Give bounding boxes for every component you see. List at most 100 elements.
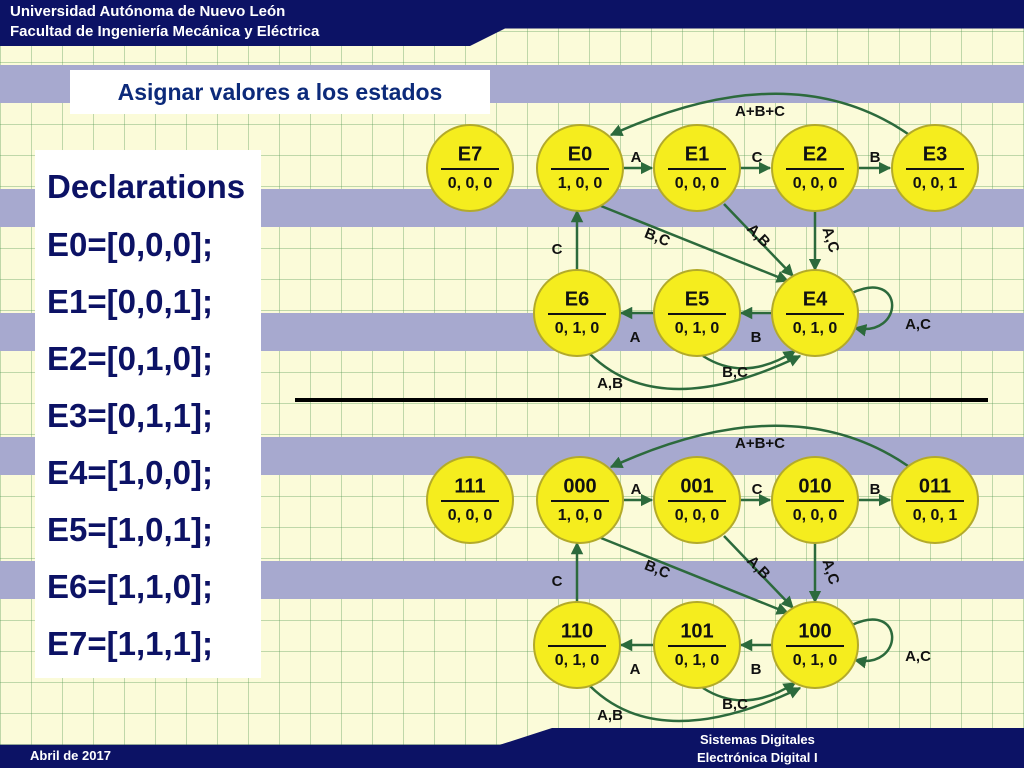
declaration-line: E7=[1,1,1]; xyxy=(47,625,213,662)
state-diagram-2: A+B+C A C B B,C A,B A,C A,C C A B B,C A,B 111 0, 0, 0 0… xyxy=(426,424,979,724)
transition-arrow xyxy=(609,424,909,469)
declaration-line: E3=[0,1,1]; xyxy=(47,397,213,434)
state-output: 1, 0, 0 xyxy=(558,175,603,192)
transition-arrow xyxy=(851,618,894,669)
state-node: E0 1, 0, 0 xyxy=(536,124,624,212)
transition-label: A,B xyxy=(743,552,773,583)
transition-label: A,B xyxy=(597,707,623,724)
state-output: 1, 0, 0 xyxy=(558,507,603,524)
transition-label: A,C xyxy=(905,648,931,665)
state-output: 0, 0, 0 xyxy=(448,507,493,524)
state-node: 000 1, 0, 0 xyxy=(536,456,624,544)
state-node: 100 0, 1, 0 xyxy=(771,601,859,689)
transition-label: A xyxy=(630,661,641,678)
transition-label: A,C xyxy=(818,225,842,255)
state-name: 010 xyxy=(798,475,831,497)
state-node: 001 0, 0, 0 xyxy=(653,456,741,544)
declaration-line: E1=[0,0,1]; xyxy=(47,283,213,320)
state-name: E0 xyxy=(568,143,592,165)
transition-label: B,C xyxy=(722,364,748,381)
state-node: E1 0, 0, 0 xyxy=(653,124,741,212)
transition-label: A,C xyxy=(905,316,931,333)
declarations-heading: Declarations xyxy=(47,168,246,205)
transition-label: A,C xyxy=(818,557,842,587)
transition-label: C xyxy=(752,481,763,498)
state-name: E6 xyxy=(565,288,589,310)
state-name: 111 xyxy=(454,475,485,497)
transition-label: A,B xyxy=(743,220,773,251)
state-output: 0, 0, 0 xyxy=(448,175,493,192)
transition-label: C xyxy=(752,149,763,166)
state-node: 101 0, 1, 0 xyxy=(653,601,741,689)
state-name: E7 xyxy=(458,143,482,165)
declarations-panel: Declarations E0=[0,0,0]; E1=[0,0,1]; E2=… xyxy=(35,150,261,678)
transition-label: B xyxy=(870,149,881,166)
footer-date: Abril de 2017 xyxy=(30,748,111,763)
declaration-line: E5=[1,0,1]; xyxy=(47,511,213,548)
transition-label: B,C xyxy=(642,557,672,583)
footer-course-line2: Electrónica Digital I xyxy=(697,750,818,765)
state-output: 0, 1, 0 xyxy=(675,320,720,337)
transition-arrow xyxy=(589,685,802,723)
transition-arrow xyxy=(609,92,909,137)
transition-label: C xyxy=(552,573,563,590)
state-output: 0, 1, 0 xyxy=(555,320,600,337)
state-name: E1 xyxy=(685,143,709,165)
state-node: 011 0, 0, 1 xyxy=(891,456,979,544)
university-name: Universidad Autónoma de Nuevo León xyxy=(10,3,286,20)
state-node: 111 0, 0, 0 xyxy=(426,456,514,544)
transition-arrow xyxy=(600,536,790,615)
state-node: E4 0, 1, 0 xyxy=(771,269,859,357)
state-output: 0, 1, 0 xyxy=(675,652,720,669)
state-node: E3 0, 0, 1 xyxy=(891,124,979,212)
state-name: 110 xyxy=(561,620,593,642)
state-output: 0, 0, 0 xyxy=(793,175,838,192)
transition-label: A+B+C xyxy=(735,103,785,120)
state-name: 100 xyxy=(798,620,831,642)
state-output: 0, 1, 0 xyxy=(793,320,838,337)
declaration-line: E0=[0,0,0]; xyxy=(47,226,213,263)
transition-arrow xyxy=(723,535,794,609)
state-diagram-1: A+B+C A C B B,C A,B A,C A,C C A B B,C A,B E7 0, 0, 0 E0… xyxy=(426,92,979,392)
transition-label: A xyxy=(630,329,641,346)
transition-label: B xyxy=(751,661,762,678)
transition-arrow xyxy=(702,349,797,370)
transition-label: B,C xyxy=(722,696,748,713)
transition-label: B xyxy=(870,481,881,498)
state-name: 101 xyxy=(680,620,713,642)
slide-subtitle: Asignar valores a los estados xyxy=(70,70,490,114)
transition-label: B xyxy=(751,329,762,346)
state-name: E3 xyxy=(923,143,947,165)
state-node: 110 0, 1, 0 xyxy=(533,601,621,689)
faculty-name: Facultad de Ingeniería Mecánica y Eléctr… xyxy=(10,23,320,40)
transition-arrow xyxy=(589,353,802,391)
footer-course-line1: Sistemas Digitales xyxy=(700,732,815,747)
transition-arrow xyxy=(723,203,794,277)
state-node: 010 0, 0, 0 xyxy=(771,456,859,544)
transition-label: B,C xyxy=(642,225,672,251)
transition-label: C xyxy=(552,241,563,258)
state-node: E7 0, 0, 0 xyxy=(426,124,514,212)
state-name: E2 xyxy=(803,143,827,165)
declaration-line: E4=[1,0,0]; xyxy=(47,454,213,491)
transition-arrow xyxy=(600,204,790,283)
state-output: 0, 1, 0 xyxy=(793,652,838,669)
transition-label: A+B+C xyxy=(735,435,785,452)
transition-label: A xyxy=(631,481,642,498)
declaration-line: E2=[0,1,0]; xyxy=(47,340,213,377)
transition-arrow xyxy=(702,681,797,702)
transition-label: A,B xyxy=(597,375,623,392)
state-output: 0, 0, 1 xyxy=(913,507,958,524)
state-name: 001 xyxy=(680,475,713,497)
state-name: E4 xyxy=(803,288,828,310)
state-name: 011 xyxy=(919,475,951,497)
declaration-line: E6=[1,1,0]; xyxy=(47,568,213,605)
state-name: E5 xyxy=(685,288,709,310)
state-node: E2 0, 0, 0 xyxy=(771,124,859,212)
state-output: 0, 0, 0 xyxy=(675,175,720,192)
state-node: E5 0, 1, 0 xyxy=(653,269,741,357)
state-node: E6 0, 1, 0 xyxy=(533,269,621,357)
state-output: 0, 1, 0 xyxy=(555,652,600,669)
transition-arrow xyxy=(851,286,894,337)
